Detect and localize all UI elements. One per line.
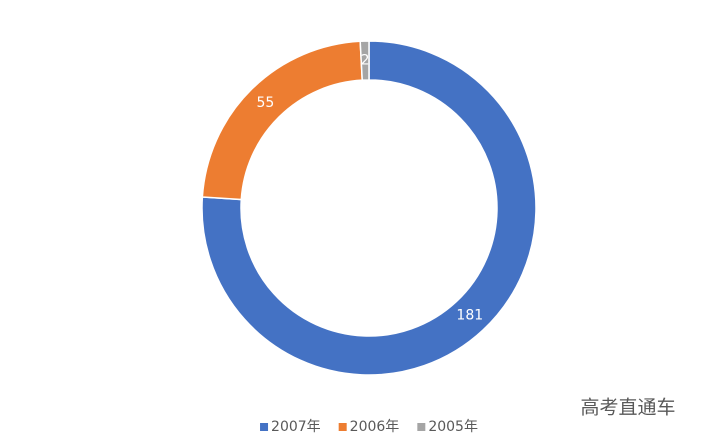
legend-label: 2006年 (350, 419, 400, 435)
legend-label: 2005年 (428, 419, 478, 435)
legend: 2007年 2006年 2005年 (260, 419, 478, 435)
data-label: 55 (256, 95, 274, 111)
donut-segment (359, 40, 370, 81)
legend-marker (338, 423, 347, 431)
watermark: 高考直通车 (580, 397, 675, 419)
data-label: 2 (361, 53, 370, 69)
legend-marker (417, 423, 426, 431)
data-label: 181 (456, 308, 483, 324)
legend-marker (260, 423, 269, 431)
legend-label: 2007年 (271, 419, 321, 435)
donut-segment (201, 40, 537, 376)
